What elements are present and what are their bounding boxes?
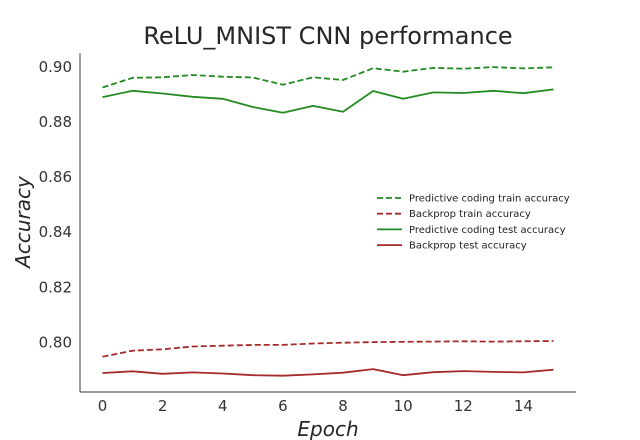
- x-tick-label: 4: [218, 397, 228, 415]
- x-tick-label: 6: [278, 397, 288, 415]
- x-tick-labels: 0 2 4 6 8 10 12 14: [98, 397, 533, 415]
- x-tick-label: 8: [338, 397, 348, 415]
- legend-label: Predictive coding test accuracy: [409, 225, 566, 236]
- y-tick-label: 0.88: [39, 113, 72, 131]
- y-tick-label: 0.90: [39, 58, 72, 76]
- y-tick-label: 0.80: [39, 333, 72, 351]
- legend-label: Backprop train accuracy: [409, 209, 531, 220]
- y-tick-label: 0.84: [39, 223, 72, 241]
- series-line-predictive-coding-train-accuracy: [102, 66, 554, 89]
- y-tick-label: 0.82: [39, 278, 72, 296]
- series-line-backprop-train-accuracy: [102, 340, 554, 358]
- y-tick-label: 0.86: [39, 168, 72, 186]
- x-tick-label: 0: [98, 397, 108, 415]
- x-tick-label: 14: [514, 397, 533, 415]
- y-tick-labels: 0.80 0.82 0.84 0.86 0.88 0.90: [39, 58, 72, 352]
- series-line-backprop-test-accuracy: [102, 368, 554, 377]
- x-tick-label: 2: [158, 397, 168, 415]
- legend-label: Predictive coding train accuracy: [409, 194, 570, 205]
- plot-area: 0 2 4 6 8 10 12 14 0.80 0.82 0.84 0.86 0.88 0.90: [39, 53, 576, 415]
- chart-title: ReLU_MNIST CNN performance: [143, 22, 512, 50]
- series-line-predictive-coding-test-accuracy: [102, 88, 554, 114]
- x-tick-label: 12: [454, 397, 473, 415]
- x-tick-label: 10: [394, 397, 413, 415]
- series-lines: [102, 66, 554, 377]
- legend-label: Backprop test accuracy: [409, 241, 527, 252]
- y-axis-label: Accuracy: [11, 175, 35, 270]
- x-axis-label: Epoch: [297, 417, 358, 440]
- legend: Predictive coding train accuracy Backprop…: [377, 194, 570, 252]
